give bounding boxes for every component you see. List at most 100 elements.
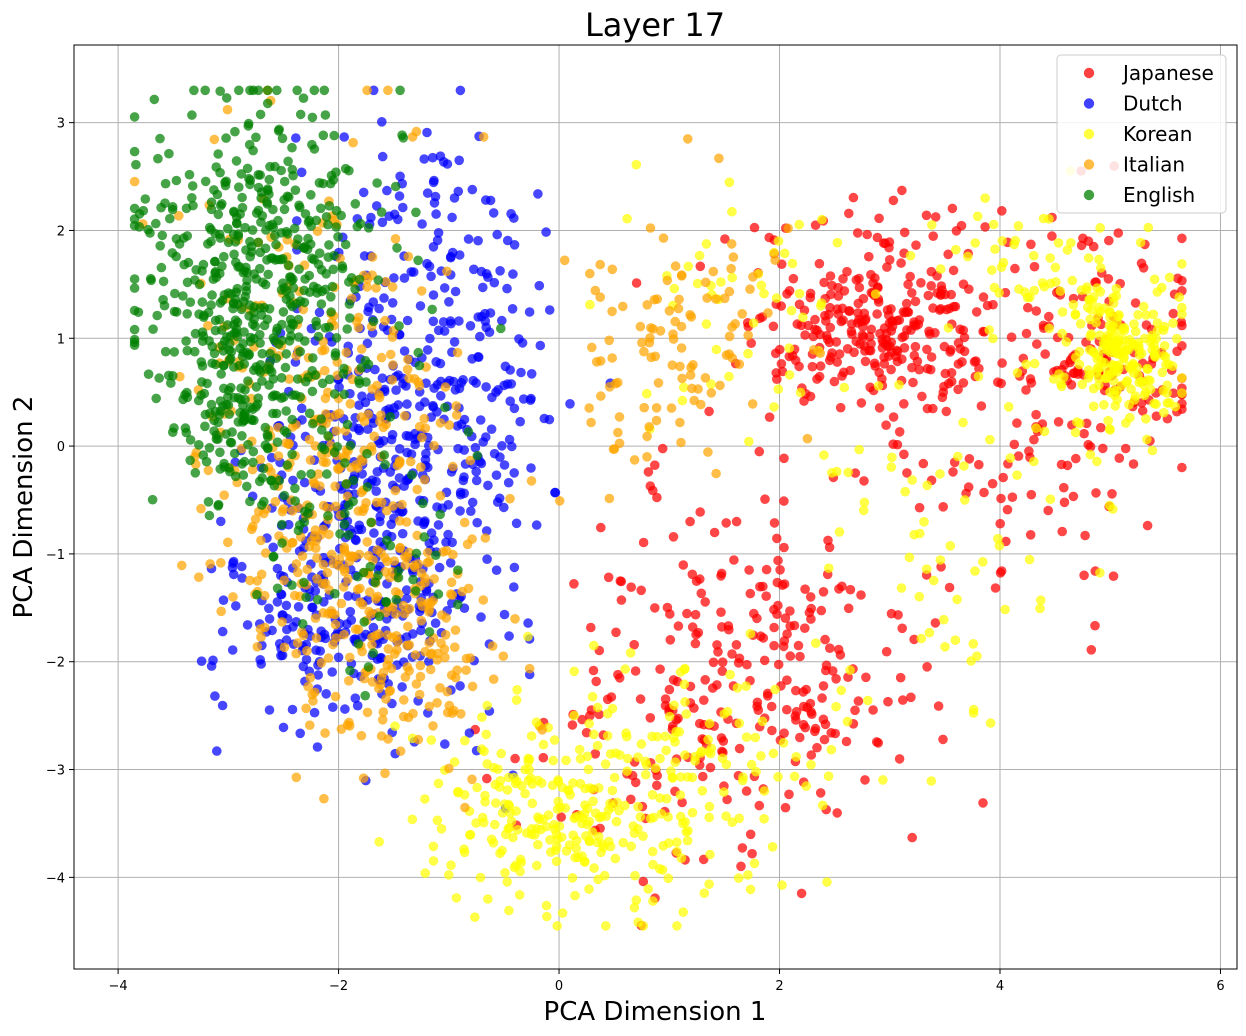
data-point <box>683 825 693 836</box>
data-point <box>415 660 426 671</box>
data-point <box>663 838 674 848</box>
data-point <box>431 209 441 219</box>
data-point <box>620 800 630 811</box>
data-point <box>187 110 197 120</box>
data-point <box>1050 262 1061 273</box>
data-point <box>1174 292 1184 302</box>
data-point <box>375 516 385 527</box>
x-tick-label: 2 <box>775 979 783 994</box>
data-point <box>295 392 306 402</box>
data-point <box>272 563 283 574</box>
data-point <box>581 727 592 738</box>
data-point <box>667 360 678 371</box>
data-point <box>677 395 688 406</box>
data-point <box>779 579 790 589</box>
data-point <box>886 462 897 472</box>
data-point <box>450 385 461 395</box>
data-point <box>565 399 575 409</box>
data-point <box>292 85 303 96</box>
data-point <box>782 675 792 685</box>
data-point <box>384 686 395 697</box>
data-point <box>652 294 662 304</box>
data-point <box>307 602 317 613</box>
data-point <box>636 739 647 749</box>
data-point <box>514 890 525 900</box>
data-point <box>945 347 955 357</box>
data-point <box>894 427 905 437</box>
data-point <box>413 377 424 387</box>
data-point <box>535 340 546 351</box>
data-point <box>711 344 722 355</box>
data-point <box>826 744 837 755</box>
data-point <box>317 378 328 389</box>
data-point <box>1062 460 1073 471</box>
data-point <box>722 794 732 805</box>
data-point <box>1045 494 1056 505</box>
data-point <box>862 229 872 240</box>
data-point <box>321 457 332 468</box>
data-point <box>293 602 304 612</box>
data-point <box>615 576 626 586</box>
data-point <box>403 712 414 723</box>
data-point <box>1088 401 1099 412</box>
data-point <box>527 798 538 809</box>
data-point <box>268 374 279 384</box>
data-point <box>642 300 652 310</box>
data-point <box>1135 237 1146 248</box>
data-point <box>896 258 906 268</box>
data-point <box>283 439 294 450</box>
data-point <box>756 280 767 291</box>
data-point <box>746 338 756 349</box>
data-point <box>129 274 140 284</box>
data-point <box>1061 337 1072 347</box>
data-point <box>495 266 505 276</box>
data-point <box>446 577 457 588</box>
data-point <box>350 624 361 634</box>
data-point <box>363 306 373 317</box>
data-point <box>402 364 413 375</box>
data-point <box>185 435 196 445</box>
data-point <box>668 334 679 344</box>
data-point <box>392 243 402 253</box>
data-point <box>1021 359 1031 370</box>
data-point <box>903 279 913 290</box>
data-point <box>997 358 1007 368</box>
data-point <box>940 368 951 379</box>
data-point <box>549 735 560 745</box>
data-point <box>745 884 756 895</box>
data-point <box>958 417 968 428</box>
data-point <box>678 907 688 917</box>
data-point <box>357 391 367 402</box>
data-point <box>601 921 611 931</box>
data-point <box>410 650 421 660</box>
data-point <box>329 389 340 399</box>
data-point <box>372 591 383 602</box>
data-point <box>636 585 646 596</box>
data-point <box>717 666 728 676</box>
data-point <box>1121 418 1131 428</box>
data-point <box>303 681 313 692</box>
data-point <box>426 735 437 745</box>
data-point <box>429 175 439 186</box>
data-point <box>252 576 263 586</box>
data-point <box>471 818 481 828</box>
data-point <box>708 657 719 668</box>
data-point <box>247 464 258 475</box>
data-point <box>277 519 287 530</box>
data-point <box>933 701 944 711</box>
data-point <box>720 234 730 244</box>
data-point <box>1029 456 1039 467</box>
data-point <box>422 557 433 568</box>
data-point <box>836 316 846 327</box>
y-tick-label: −3 <box>46 764 65 779</box>
data-point <box>1067 275 1078 286</box>
data-point <box>569 666 579 677</box>
data-point <box>899 399 909 409</box>
data-point <box>748 272 758 282</box>
data-point <box>446 860 456 870</box>
data-point <box>268 222 279 233</box>
data-point <box>348 475 359 486</box>
data-point <box>204 222 215 233</box>
data-point <box>306 469 316 479</box>
data-point <box>343 591 354 601</box>
